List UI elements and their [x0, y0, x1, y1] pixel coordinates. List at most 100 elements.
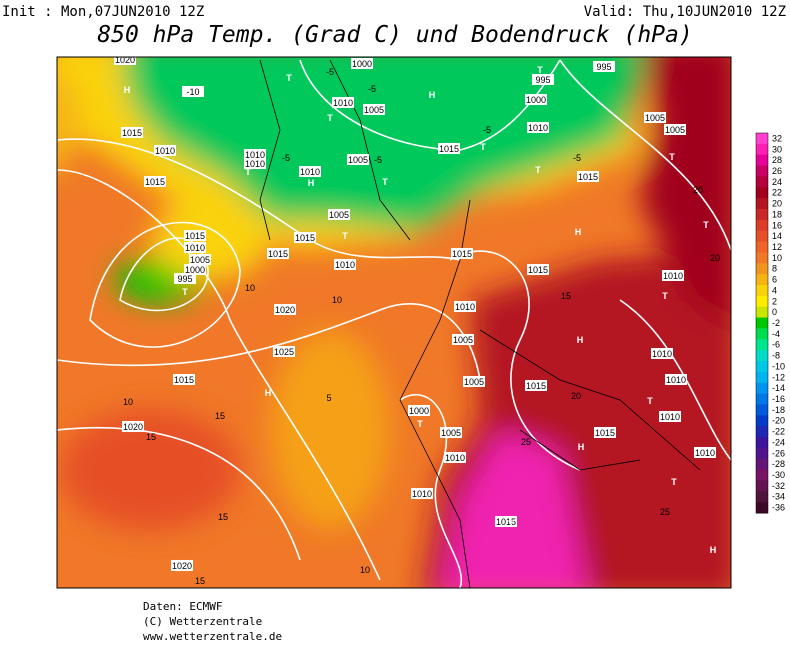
legend-label: 14: [772, 231, 782, 241]
isoline-label: 1005: [645, 113, 665, 123]
isoline-label: 1015: [526, 381, 546, 391]
legend-label: 30: [772, 144, 782, 154]
pressure-center: T: [508, 519, 514, 529]
legend-swatch: [756, 274, 768, 286]
isoline-label: 1005: [464, 377, 484, 387]
isoline-label: 1015: [185, 231, 205, 241]
legend-frame: [755, 132, 769, 514]
pressure-center: T: [647, 396, 653, 406]
isoline-label: 1010: [185, 243, 205, 253]
isoline-label: 1015: [496, 517, 516, 527]
legend-label: 10: [772, 253, 782, 263]
label-box: [184, 242, 206, 253]
legend-swatch: [756, 198, 768, 210]
footer-copyright: (C) Wetterzentrale: [143, 615, 262, 628]
legend-label: -10: [772, 361, 785, 371]
label-box: [363, 104, 385, 115]
label-box: [274, 304, 296, 315]
isoline-label: 1010: [245, 159, 265, 169]
pressure-center: T: [537, 65, 543, 75]
isoline-label: 1025: [274, 347, 294, 357]
pressure-center: H: [710, 545, 717, 555]
isoline-label: 20: [693, 185, 703, 195]
label-box: [174, 273, 196, 284]
isoline-label: 1010: [335, 260, 355, 270]
isoline-label: 1020: [275, 305, 295, 315]
isoline-label: 20: [710, 253, 720, 263]
legend-label: -34: [772, 492, 785, 502]
pressure-center: T: [182, 287, 188, 297]
pressure-center: T: [662, 291, 668, 301]
label-box: [664, 124, 686, 135]
legend-label: -30: [772, 470, 785, 480]
isoline-label: 10: [332, 295, 342, 305]
pressure-center: T: [535, 165, 541, 175]
legend-label: 24: [772, 177, 782, 187]
legend-swatch: [756, 209, 768, 221]
label-box: [665, 374, 687, 385]
isoline-label: 25: [660, 507, 670, 517]
pressure-center: T: [417, 419, 423, 429]
isoline-label: 1010: [663, 271, 683, 281]
label-box: [144, 176, 166, 187]
isoline-label: 1010: [412, 489, 432, 499]
isoline-label: 15: [215, 411, 225, 421]
isoline-label: 1010: [695, 448, 715, 458]
isoline-label: 15: [561, 291, 571, 301]
isoline-label: 15: [218, 512, 228, 522]
pressure-center: T: [286, 73, 292, 83]
legend-label: 8: [772, 264, 777, 274]
legend-swatch: [756, 502, 768, 514]
isoline-label: 1015: [174, 375, 194, 385]
legend-label: 2: [772, 296, 777, 306]
isoline-label: -5: [573, 153, 581, 163]
legend-label: 6: [772, 275, 777, 285]
isoline-label: 15: [195, 576, 205, 586]
legend-swatch: [756, 328, 768, 340]
legend-swatch: [756, 263, 768, 275]
label-box: [444, 452, 466, 463]
isoline-label: 1005: [348, 155, 368, 165]
isoline-label: 1010: [455, 302, 475, 312]
isoline-label: 1020: [172, 561, 192, 571]
pressure-center: H: [577, 335, 584, 345]
legend-label: -2: [772, 318, 780, 328]
legend-label: -26: [772, 448, 785, 458]
label-box: [244, 149, 266, 160]
isoline-label: 1015: [145, 177, 165, 187]
label-box: [189, 254, 211, 265]
isoline-label: 1015: [578, 172, 598, 182]
label-box: [299, 166, 321, 177]
valid-time: Valid: Thu,10JUN2010 12Z: [584, 4, 786, 20]
label-box: [651, 348, 673, 359]
isoline-label: 1020: [123, 422, 143, 432]
isoline-label: 1015: [295, 233, 315, 243]
legend-swatch: [756, 143, 768, 156]
legend-swatch: [756, 252, 768, 264]
legend-swatch: [756, 317, 768, 329]
isoline-label: 1000: [185, 265, 205, 275]
isoline-label: -5: [282, 153, 290, 163]
isoline-label: 1005: [441, 428, 461, 438]
label-box: [332, 97, 354, 108]
isoline-label: 995: [177, 274, 192, 284]
legend-swatch: [756, 404, 768, 416]
label-box: [525, 94, 547, 105]
label-box: [525, 380, 547, 391]
legend-swatch: [756, 133, 768, 145]
pressure-center: H: [124, 85, 131, 95]
label-box: [593, 61, 615, 72]
legend-swatch: [756, 491, 768, 503]
legend-swatch: [756, 415, 768, 427]
isoline-label: 995: [535, 75, 550, 85]
isoline-label: 15: [146, 432, 156, 442]
isoline-label: 1010: [660, 412, 680, 422]
legend-label: 22: [772, 188, 782, 198]
isoline-label: 1015: [528, 265, 548, 275]
legend-swatch: [756, 382, 768, 395]
label-box: [408, 405, 430, 416]
isoline-label: 1010: [245, 150, 265, 160]
init-time: Init : Mon,07JUN2010 12Z: [2, 4, 204, 20]
legend-swatch: [756, 219, 768, 232]
label-box: [454, 301, 476, 312]
